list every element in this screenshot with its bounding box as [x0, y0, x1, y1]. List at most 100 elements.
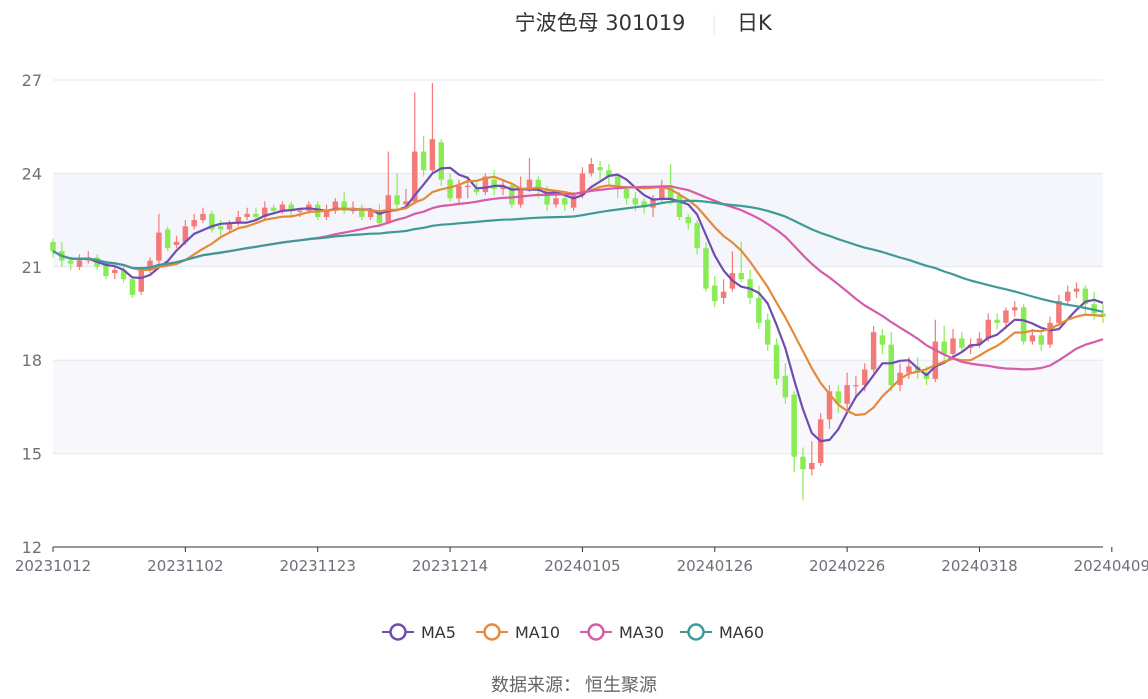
x-tick-label: 20240318	[941, 557, 1017, 575]
candle	[394, 173, 400, 211]
candle-body	[394, 195, 400, 205]
candle-body	[191, 220, 197, 227]
y-tick-label: 18	[22, 351, 42, 370]
y-tick-label: 15	[22, 445, 42, 464]
candle-body	[279, 204, 286, 211]
candle-body	[173, 241, 180, 246]
x-tick-label: 20240126	[677, 557, 753, 575]
candle-body	[614, 176, 621, 189]
candle	[341, 192, 347, 214]
candle	[597, 160, 603, 180]
candle	[764, 313, 771, 351]
candle	[412, 92, 418, 205]
candle	[623, 185, 630, 205]
candle	[262, 201, 268, 221]
candle-body	[826, 391, 833, 420]
candle-body	[76, 260, 83, 267]
candle-body	[985, 319, 992, 339]
candle-body	[782, 375, 789, 398]
candle-body	[685, 216, 692, 224]
candle-body	[464, 185, 471, 188]
candle-body	[1020, 307, 1027, 342]
candle	[588, 157, 594, 177]
candle-body	[676, 195, 683, 217]
candle-body	[862, 369, 868, 386]
candle	[994, 313, 1000, 330]
candle-body	[67, 260, 74, 264]
candle	[359, 204, 365, 221]
candle-body	[1064, 291, 1071, 302]
candle-body	[1012, 307, 1018, 311]
candle	[853, 375, 859, 398]
candle-body	[509, 185, 515, 205]
candle	[1012, 301, 1018, 317]
candle-body	[262, 207, 268, 217]
candle-body	[800, 456, 806, 470]
candle	[879, 329, 886, 354]
candle	[959, 332, 965, 351]
candle-body	[588, 164, 594, 174]
candle-body	[650, 198, 656, 208]
candle-body	[270, 207, 277, 211]
candle-body	[738, 273, 744, 280]
candle-body	[809, 462, 815, 470]
candle-body	[473, 188, 480, 193]
legend-item-ma10[interactable]: MA10	[476, 623, 560, 642]
candle	[403, 188, 409, 208]
candle-body	[950, 338, 956, 354]
candle-body	[120, 269, 127, 280]
candle-body	[50, 241, 56, 252]
candle	[712, 276, 718, 308]
legend-label: MA30	[619, 623, 664, 642]
candle	[191, 213, 197, 230]
candle-body	[712, 285, 718, 302]
candle-body	[879, 335, 886, 345]
legend-item-ma30[interactable]: MA30	[580, 623, 664, 642]
candle-body	[456, 185, 462, 199]
candle-body	[835, 391, 842, 404]
candle-body	[1082, 288, 1089, 305]
candle-body	[976, 338, 983, 345]
source-name: 恒生聚源	[585, 675, 657, 696]
band-0	[53, 453, 1103, 547]
candle-body	[667, 185, 674, 199]
y-tick-label: 24	[22, 164, 42, 183]
candle-body	[138, 269, 144, 292]
legend-marker-icon	[389, 623, 407, 641]
candle-body	[888, 344, 894, 386]
candle-body	[694, 223, 700, 249]
candle-body	[720, 291, 727, 298]
candle-body	[544, 188, 550, 205]
period-label[interactable]: 日K	[737, 11, 773, 35]
candle-body	[103, 263, 109, 277]
candle	[526, 157, 533, 193]
candle	[253, 207, 259, 221]
candle-body	[244, 213, 250, 217]
candle-body	[253, 213, 259, 217]
candle-body	[994, 319, 1000, 323]
band-2	[53, 266, 1103, 361]
candle	[562, 195, 568, 211]
candle	[138, 266, 144, 295]
y-tick-label: 27	[22, 71, 42, 90]
candle-body	[200, 213, 206, 221]
candle-body	[226, 223, 233, 230]
plot-background-bands	[53, 80, 1103, 547]
candle	[112, 266, 118, 280]
candle-body	[579, 173, 586, 196]
ma-line-ma60	[52, 199, 1104, 313]
legend-label: MA5	[421, 623, 456, 642]
candle	[950, 329, 956, 358]
candle	[773, 338, 780, 386]
legend-item-ma60[interactable]: MA60	[680, 623, 764, 642]
x-tick-label: 20231012	[15, 557, 91, 575]
candle	[844, 372, 850, 411]
candle	[870, 325, 877, 373]
candle	[164, 226, 171, 252]
ma-line-ma5	[52, 166, 1104, 443]
candle	[332, 198, 339, 214]
candle	[509, 182, 515, 208]
candle-body	[164, 229, 171, 249]
legend-item-ma5[interactable]: MA5	[382, 623, 456, 642]
candle-body	[1056, 301, 1062, 323]
